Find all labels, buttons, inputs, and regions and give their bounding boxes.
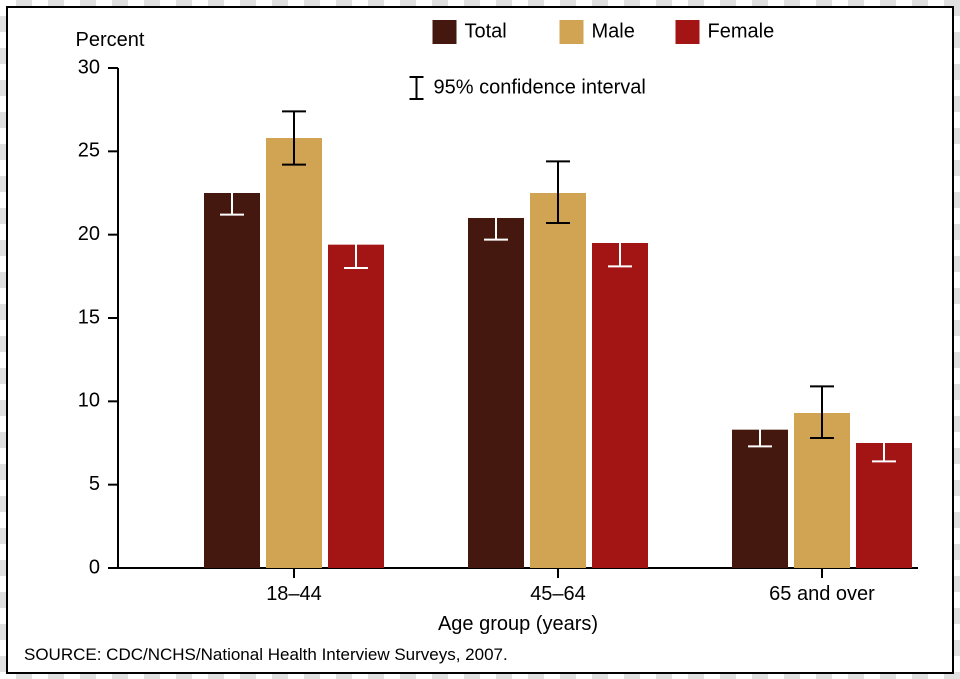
bar-total xyxy=(732,430,788,568)
bar-female xyxy=(328,245,384,568)
bar-male xyxy=(266,138,322,568)
x-tick-label: 45–64 xyxy=(530,583,586,605)
ci-legend-label: 95% confidence interval xyxy=(434,76,646,98)
source-text: SOURCE: CDC/NCHS/National Health Intervi… xyxy=(24,645,508,664)
y-axis-title: Percent xyxy=(76,29,145,51)
legend-label-male: Male xyxy=(592,20,635,42)
y-tick-label: 25 xyxy=(78,140,100,162)
chart-panel: 0 5 10 15 20 25 30 Percent Total Male Female 95% co… xyxy=(6,6,954,674)
bar-male xyxy=(530,193,586,568)
y-tick-label: 10 xyxy=(78,390,100,412)
x-axis-title: Age group (years) xyxy=(438,613,598,635)
y-tick-label: 15 xyxy=(78,306,100,328)
y-tick-label: 5 xyxy=(89,473,100,495)
legend-swatch-total xyxy=(433,20,457,44)
bar-chart: 0 5 10 15 20 25 30 Percent Total Male Female 95% co… xyxy=(8,8,956,676)
y-tick-label: 20 xyxy=(78,223,100,245)
x-tick-label: 65 and over xyxy=(769,583,875,605)
bar-female xyxy=(592,243,648,568)
x-tick-label: 18–44 xyxy=(266,583,322,605)
y-tick-label: 0 xyxy=(89,556,100,578)
legend-label-total: Total xyxy=(465,20,507,42)
y-tick-label: 30 xyxy=(78,56,100,78)
legend-swatch-male xyxy=(560,20,584,44)
legend-swatch-female xyxy=(676,20,700,44)
legend-label-female: Female xyxy=(708,20,775,42)
bar-total xyxy=(204,193,260,568)
bar-total xyxy=(468,218,524,568)
